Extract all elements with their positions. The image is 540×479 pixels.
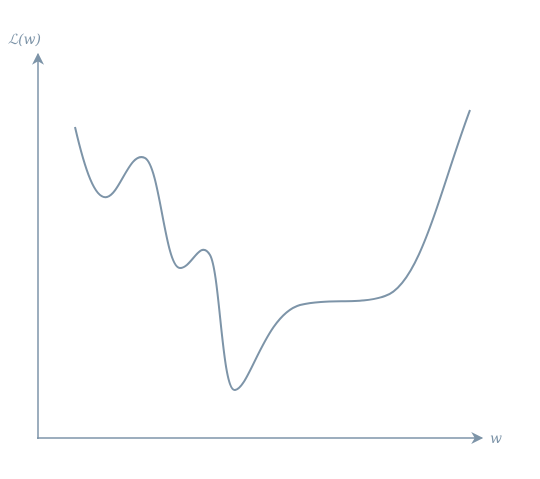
loss-curve (74, 109, 471, 392)
y-axis-label: ℒ(w) (8, 32, 41, 48)
x-axis-label: w (490, 431, 502, 447)
